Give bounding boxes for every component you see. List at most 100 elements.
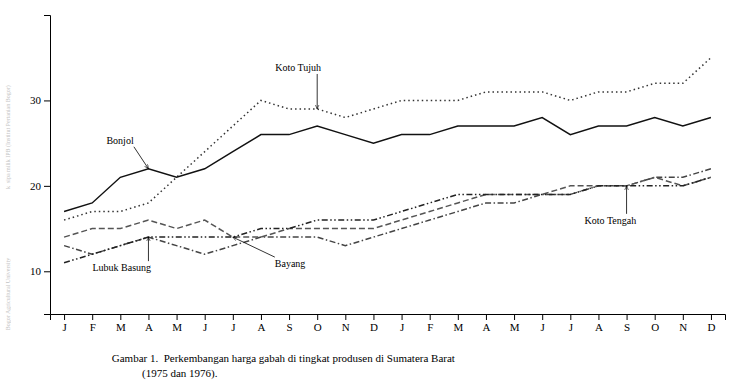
annotation-text: Koto Tujuh (275, 62, 321, 73)
x-tick: O (651, 314, 659, 333)
x-tick-mark (317, 314, 318, 320)
x-tick: J (400, 314, 405, 333)
x-tick-mark (430, 314, 431, 320)
x-tick: O (314, 314, 322, 333)
x-tick-mark (711, 314, 712, 320)
y-tick-label: 10 (30, 265, 42, 277)
x-tick-mark (261, 314, 262, 320)
x-tick-label: M (510, 321, 520, 333)
x-tick-mark (205, 314, 206, 320)
x-tick: M (172, 314, 182, 333)
series-line (64, 118, 711, 212)
annotation-arrow (233, 237, 275, 257)
x-axis-line (51, 315, 726, 321)
x-tick-label: J (569, 321, 574, 333)
x-tick-mark (514, 314, 515, 320)
x-tick: M (453, 314, 463, 333)
x-tick-label: D (370, 321, 378, 333)
x-tick-label: A (482, 321, 490, 333)
x-tick-mark (683, 314, 684, 320)
annotations: Koto Tujuh Bonjol Lubuk Basung Bayang Koto T… (92, 62, 636, 273)
watermark: Bogor Agricultural University (5, 258, 11, 330)
x-tick: M (116, 314, 126, 333)
x-tick: N (342, 314, 350, 333)
x-tick: D (370, 314, 378, 333)
x-tick-mark (542, 314, 543, 320)
x-tick-label: F (427, 321, 433, 333)
x-tick-label: S (624, 321, 630, 333)
x-tick-label: M (116, 321, 126, 333)
x-tick: N (679, 314, 687, 333)
y-tick-mark (44, 271, 50, 272)
annotation-text: Koto Tengah (585, 215, 637, 226)
x-tick: A (595, 314, 603, 333)
x-tick-mark (598, 314, 599, 320)
x-tick-label: J (541, 321, 546, 333)
x-tick: J (203, 314, 208, 333)
chart: J F M A M J J A S O N D J F M A M J J A S O N D 10 20 30 Koto Tujuh… (0, 0, 745, 392)
x-tick: A (257, 314, 265, 333)
x-tick-label: A (595, 321, 603, 333)
x-tick: F (427, 314, 433, 333)
x-tick-mark (402, 314, 403, 320)
x-tick-label: D (707, 321, 715, 333)
x-tick-label: J (62, 321, 67, 333)
x-tick-label: A (145, 321, 153, 333)
x-tick: J (62, 314, 67, 333)
annotation-text: Bayang (275, 258, 306, 269)
caption-line: (1975 dan 1976). (112, 367, 218, 380)
y-tick-label: 30 (30, 94, 42, 106)
x-tick-mark (570, 314, 571, 320)
x-tick-label: M (453, 321, 463, 333)
x-tick-mark (458, 314, 459, 320)
y-axis: 10 20 30 (30, 16, 51, 315)
series-line (64, 169, 711, 254)
x-tick: A (482, 314, 490, 333)
x-tick: F (90, 314, 96, 333)
series-line (64, 177, 711, 262)
caption-line: Gambar 1. Perkembangan harga gabah di ti… (112, 352, 455, 364)
x-tick: J (541, 314, 546, 333)
x-tick-mark (92, 314, 93, 320)
x-tick: A (145, 314, 153, 333)
y-tick-label: 20 (30, 180, 42, 192)
y-tick: 30 (30, 94, 50, 106)
x-tick: M (510, 314, 520, 333)
x-tick-label: J (203, 321, 208, 333)
x-tick-mark (233, 314, 234, 320)
x-tick-label: A (257, 321, 265, 333)
x-tick-mark (64, 314, 65, 320)
x-tick-label: J (231, 321, 236, 333)
x-tick-label: N (342, 321, 350, 333)
x-tick-label: S (287, 321, 293, 333)
lines (64, 58, 711, 263)
x-tick: S (287, 314, 293, 333)
x-tick-label: J (400, 321, 405, 333)
annotation-text: Bonjol (106, 135, 133, 146)
annotation-arrow (148, 237, 149, 261)
x-tick-mark (627, 314, 628, 320)
x-axis: JFMAMJJASONDJFMAMJJASOND (51, 314, 726, 333)
series-line (64, 58, 711, 220)
x-tick-mark (289, 314, 290, 320)
x-tick-mark (345, 314, 346, 320)
annotation-arrow (134, 147, 149, 169)
y-tick-mark (44, 100, 50, 101)
x-tick: J (569, 314, 574, 333)
annotation-arrow (317, 74, 318, 109)
x-tick-mark (486, 314, 487, 320)
annotation-arrow (626, 186, 627, 214)
watermarks: k sipa milik IPB (Institut Pertanian Bog… (5, 85, 12, 330)
x-tick: J (231, 314, 236, 333)
x-tick-mark (120, 314, 121, 320)
watermark: k sipa milik IPB (Institut Pertanian Bog… (5, 85, 12, 189)
x-tick-mark (373, 314, 374, 320)
annotation-text: Lubuk Basung (92, 262, 151, 273)
x-tick-mark (148, 314, 149, 320)
x-tick: D (707, 314, 715, 333)
y-tick: 10 (30, 265, 50, 277)
x-tick-mark (655, 314, 656, 320)
x-tick-label: M (172, 321, 182, 333)
x-tick-label: O (314, 321, 322, 333)
x-tick-label: O (651, 321, 659, 333)
